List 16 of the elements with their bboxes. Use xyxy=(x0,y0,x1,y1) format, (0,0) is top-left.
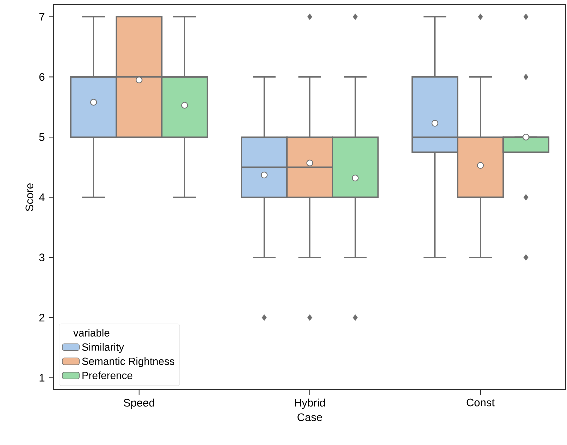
y-tick-label: 7 xyxy=(40,13,45,21)
x-tick-label: Hybrid xyxy=(295,398,326,410)
y-tick-label: 5 xyxy=(39,134,45,142)
legend-label: Similarity xyxy=(82,343,124,354)
x-axis-title: Case xyxy=(298,414,322,422)
x-tick-label: Speed xyxy=(124,398,154,410)
legend-label: Preference xyxy=(82,372,133,380)
y-axis-title: Score xyxy=(26,184,34,212)
y-tick-label: 3 xyxy=(39,254,45,262)
x-tick-label: Const xyxy=(466,398,495,407)
y-tick-label: 2 xyxy=(40,314,45,322)
y-tick-label: 6 xyxy=(40,73,45,82)
legend-label: Semantic Rightness xyxy=(82,358,175,368)
y-tick-label: 1 xyxy=(40,374,45,382)
y-tick-label: 4 xyxy=(39,194,45,202)
legend-title: variable xyxy=(74,329,110,337)
